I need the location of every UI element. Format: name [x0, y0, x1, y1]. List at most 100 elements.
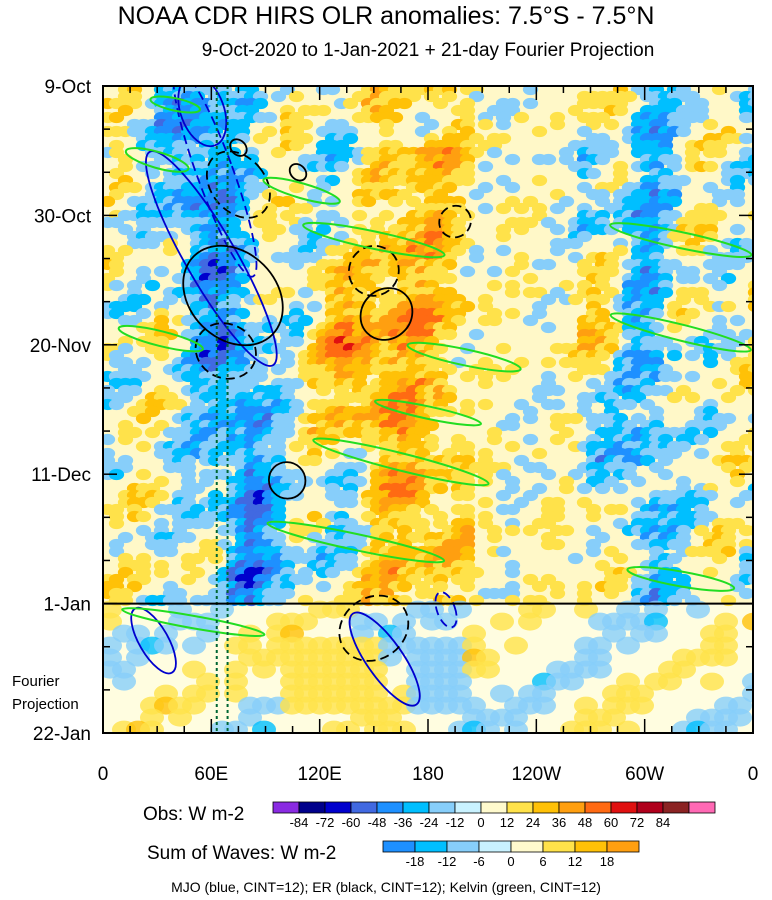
mjo-contour — [434, 591, 458, 629]
obs-anomaly-cell — [342, 559, 359, 572]
obs-anomaly-cell — [513, 202, 530, 215]
obs-anomaly-cell — [144, 426, 161, 439]
obs-anomaly-cell — [324, 174, 341, 187]
obs-anomaly-cell — [747, 441, 753, 452]
obs-anomaly-cell — [729, 475, 746, 488]
obs-anomaly-cell — [612, 174, 629, 187]
obs-anomaly-cell — [351, 447, 368, 460]
obs-anomaly-cell — [621, 90, 638, 103]
x-tick-label: 0 — [98, 764, 109, 785]
obs-anomaly-cell — [666, 321, 683, 334]
obs-anomaly-cell — [738, 132, 753, 145]
kelvin-contour — [406, 341, 522, 373]
obs-anomaly-cell — [549, 587, 566, 600]
obs-anomaly-cell — [576, 496, 593, 509]
obs-anomaly-cell — [495, 545, 512, 558]
obs-anomaly-cell — [585, 545, 602, 558]
obs-anomaly-cell — [117, 342, 134, 355]
wave-anomaly-cell — [490, 612, 514, 631]
obs-anomaly-cell — [747, 175, 753, 186]
colorbar-swatch — [428, 801, 456, 814]
obs-anomaly-cell — [720, 300, 737, 313]
wave-anomaly-cell — [103, 612, 122, 631]
obs-anomaly-cell — [585, 524, 602, 537]
obs-anomaly-cell — [468, 328, 485, 341]
wave-anomaly-cell — [476, 660, 500, 679]
obs-anomaly-cell — [603, 286, 620, 299]
obs-anomaly-cell — [531, 447, 548, 460]
obs-anomaly-cell — [414, 125, 431, 138]
obs-anomaly-cell — [603, 118, 620, 131]
obs-anomaly-cell — [441, 90, 458, 103]
obs-anomaly-cell — [711, 86, 728, 96]
obs-anomaly-cell — [540, 258, 557, 271]
obs-anomaly-cell — [702, 510, 719, 523]
obs-anomaly-cell — [594, 111, 611, 124]
obs-anomaly-cell — [495, 132, 512, 145]
obs-anomaly-cell — [279, 356, 296, 369]
obs-anomaly-cell — [720, 545, 737, 558]
wave-anomaly-cell — [154, 636, 178, 655]
wave-anomaly-cell — [224, 684, 248, 703]
obs-anomaly-cell — [558, 426, 575, 439]
obs-anomaly-cell — [657, 454, 674, 467]
obs-anomaly-cell — [729, 496, 746, 509]
obs-anomaly-cell — [720, 412, 737, 425]
wave-anomaly-cell — [112, 672, 136, 691]
kelvin-contour — [124, 147, 190, 173]
obs-anomaly-cell — [135, 356, 152, 369]
obs-anomaly-cell — [567, 237, 584, 250]
colorbar-swatch — [402, 801, 430, 814]
obs-anomaly-cell — [702, 181, 719, 194]
obs-anomaly-cell — [423, 503, 440, 516]
obs-anomaly-cell — [549, 118, 566, 131]
obs-anomaly-cell — [549, 223, 566, 236]
obs-anomaly-cell — [441, 181, 458, 194]
wave-anomaly-cell — [504, 636, 528, 655]
obs-anomaly-cell — [261, 125, 278, 138]
er-contour — [229, 138, 248, 157]
obs-anomaly-cell — [135, 524, 152, 537]
obs-anomaly-cell — [459, 300, 476, 313]
obs-anomaly-cell — [162, 293, 179, 306]
obs-anomaly-cell — [603, 587, 620, 600]
obs-anomaly-cell — [144, 237, 161, 250]
obs-anomaly-cell — [729, 314, 746, 327]
colorbar-level-label: -60 — [342, 815, 361, 830]
obs-anomaly-cell — [675, 174, 692, 187]
obs-anomaly-cell — [531, 391, 548, 404]
obs-anomaly-cell — [279, 426, 296, 439]
obs-anomaly-cell — [153, 419, 170, 432]
obs-anomaly-cell — [666, 370, 683, 383]
obs-anomaly-cell — [333, 160, 350, 173]
obs-anomaly-cell — [171, 398, 188, 411]
obs-anomaly-cell — [612, 104, 629, 117]
obs-anomaly-cell — [675, 384, 692, 397]
obs-anomaly-cell — [288, 335, 305, 348]
colorbar-level-label: 12 — [568, 854, 582, 869]
wave-anomaly-cell — [252, 660, 276, 679]
obs-anomaly-cell — [297, 573, 314, 586]
obs-anomaly-cell — [702, 160, 719, 173]
wave-anomaly-cell — [252, 720, 276, 733]
obs-anomaly-cell — [405, 195, 422, 208]
obs-anomaly-cell — [477, 356, 494, 369]
obs-anomaly-cell — [585, 510, 602, 523]
obs-anomaly-cell — [261, 293, 278, 306]
wave-anomaly-cell — [700, 672, 724, 691]
obs-anomaly-cell — [603, 545, 620, 558]
obs-anomaly-cell — [585, 419, 602, 432]
obs-anomaly-cell — [103, 195, 116, 208]
obs-anomaly-cell — [603, 146, 620, 159]
wave-anomaly-cell — [182, 660, 206, 679]
wave-anomaly-cell — [504, 720, 528, 733]
projection-label-line-1: Fourier — [12, 673, 60, 690]
obs-anomaly-cell — [567, 251, 584, 264]
wave-anomaly-cell — [518, 612, 542, 631]
obs-anomaly-cell — [495, 202, 512, 215]
wave-anomaly-cell — [686, 600, 710, 619]
obs-anomaly-cell — [639, 398, 656, 411]
colorbar-swatch — [350, 801, 378, 814]
obs-anomaly-cell — [108, 279, 125, 292]
colorbar-swatch — [584, 801, 612, 814]
